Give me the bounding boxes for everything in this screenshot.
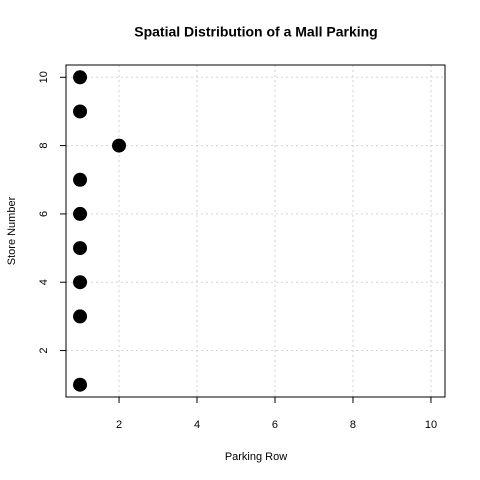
point: [73, 309, 88, 324]
chart-title: Spatial Distribution of a Mall Parking: [134, 24, 377, 40]
point: [112, 138, 127, 153]
point: [73, 104, 88, 119]
plot-frame: [65, 64, 446, 398]
y-tick-label: 6: [38, 211, 50, 217]
y-tick-label: 4: [38, 279, 50, 285]
x-tick-label: 4: [194, 419, 200, 431]
y-tick-label: 10: [38, 71, 50, 83]
x-tick-label: 2: [116, 419, 122, 431]
y-axis-label: Store Number: [6, 196, 18, 265]
y-tick-label: 2: [38, 347, 50, 353]
x-tick-label: 10: [425, 419, 437, 431]
x-tick-label: 8: [350, 419, 356, 431]
x-axis-label: Parking Row: [225, 451, 287, 463]
point: [73, 206, 88, 221]
y-tick-label: 8: [38, 143, 50, 149]
x-tick-label: 6: [272, 419, 278, 431]
point: [73, 70, 88, 85]
point: [73, 241, 88, 256]
point: [73, 377, 88, 392]
point: [73, 172, 88, 187]
point: [73, 275, 88, 290]
